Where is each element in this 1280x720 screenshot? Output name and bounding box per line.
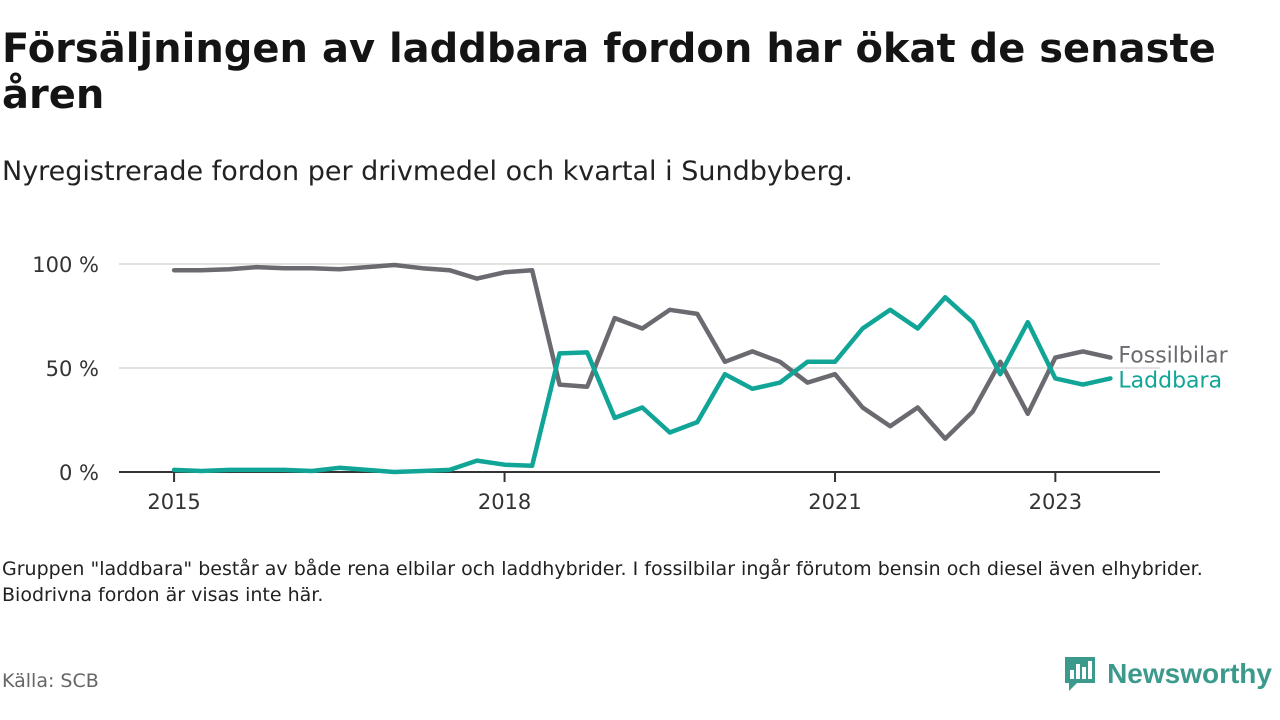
series-label-fossilbilar: Fossilbilar — [1118, 344, 1228, 369]
newsworthy-logo-icon — [1065, 657, 1096, 691]
brand-name: Newsworthy — [1107, 658, 1272, 689]
x-tick-label: 2015 — [147, 490, 200, 514]
y-tick-label: 50 % — [46, 357, 99, 381]
x-tick-label: 2018 — [478, 490, 531, 514]
line-chart: 0 % 50 % 100 % 2015 2018 2021 2023 FossilbilarL… — [32, 253, 1228, 514]
x-tick-label: 2021 — [808, 490, 861, 514]
series-label-laddbara: Laddbara — [1118, 368, 1222, 393]
x-tick-label: 2023 — [1029, 490, 1082, 514]
series-line-laddbara — [171, 295, 1113, 475]
source-label: Källa: SCB — [2, 670, 99, 692]
chart-subtitle: Nyregistrerade fordon per drivmedel och … — [2, 156, 853, 187]
footnote: Gruppen "laddbara" består av både rena e… — [2, 558, 1203, 606]
y-tick-label: 100 % — [32, 253, 99, 277]
series-line-fossilbilar — [171, 262, 1113, 441]
chart-title: Försäljningen av laddbara fordon har öka… — [2, 26, 1216, 118]
y-tick-label: 0 % — [59, 461, 99, 485]
brand-logo: Newsworthy — [1063, 654, 1272, 694]
